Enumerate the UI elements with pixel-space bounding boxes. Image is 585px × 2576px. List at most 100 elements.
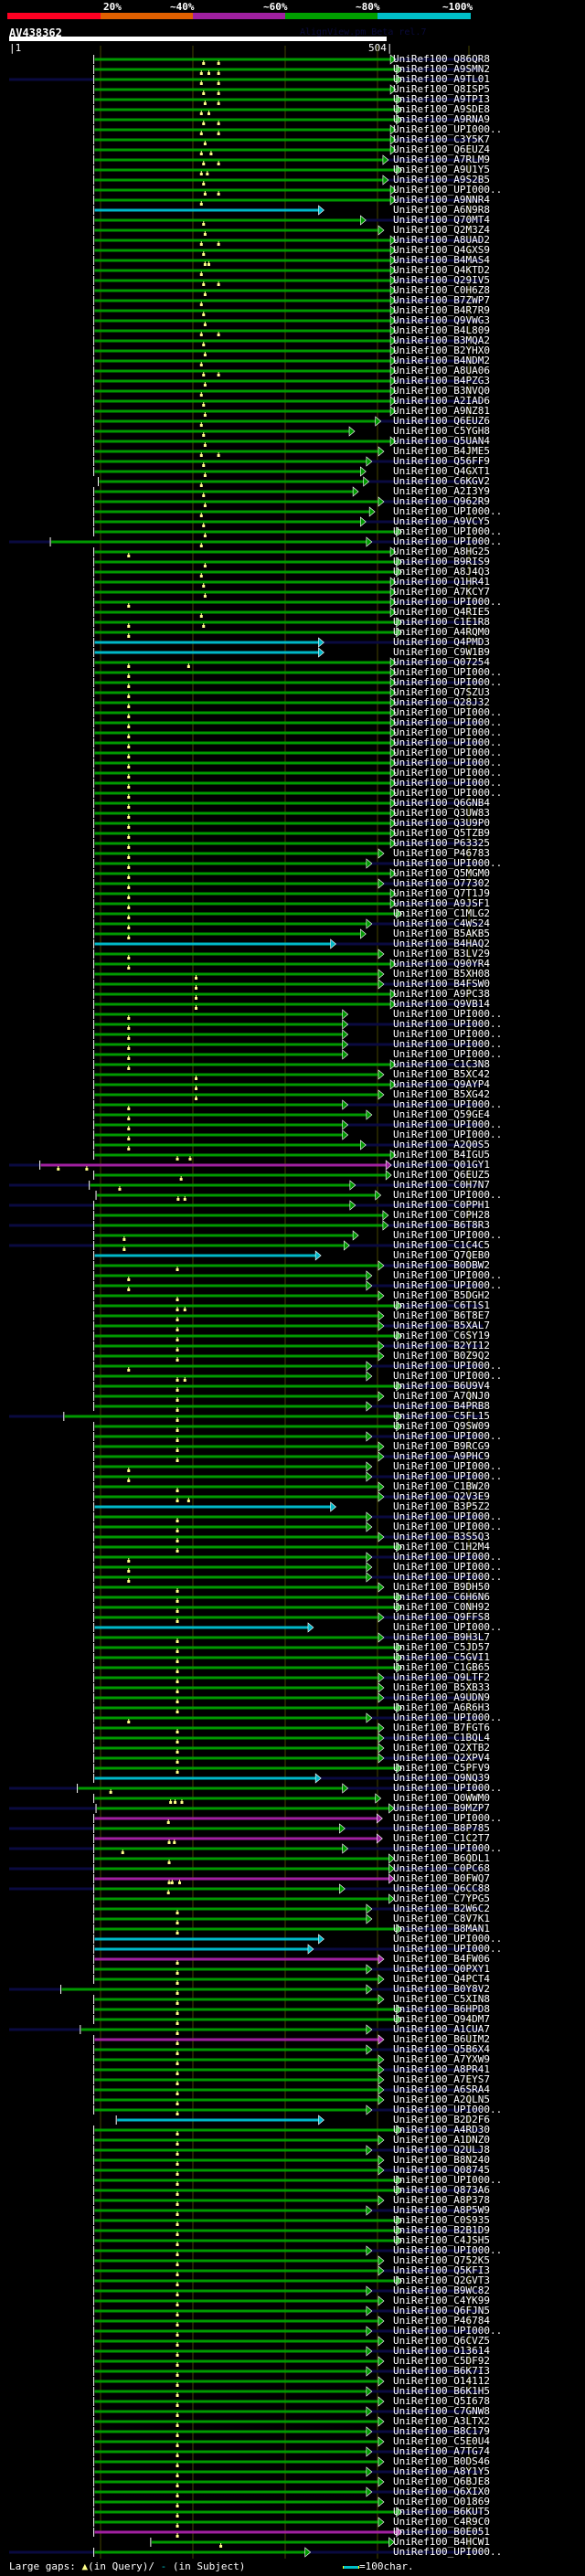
hit-label[interactable]: UniRef100_C5GVI1 <box>393 1651 490 1663</box>
hit-label[interactable]: UniRef100_Q9LTF2 <box>393 1671 490 1683</box>
hit-label[interactable]: UniRef100_Q6GNB4 <box>393 797 490 809</box>
hit-label[interactable]: UniRef100_UPI000.. <box>393 1561 503 1573</box>
hit-label[interactable]: UniRef100_C6SY19 <box>393 1330 490 1341</box>
hit-label[interactable]: UniRef100_C1C2T7 <box>393 1832 490 1844</box>
hit-label[interactable]: UniRef100_B6QDL1 <box>393 1852 490 1864</box>
hit-label[interactable]: UniRef100_B8N240 <box>393 2154 490 2166</box>
hit-label[interactable]: UniRef100_UPI000.. <box>393 1269 503 1281</box>
hit-label[interactable]: UniRef100_UPI000.. <box>393 747 503 758</box>
hit-label[interactable]: UniRef100_Q4GXS9 <box>393 244 490 256</box>
hit-label[interactable]: UniRef100_B6K1H5 <box>393 2385 490 2397</box>
hit-label[interactable]: UniRef100_B6T8E7 <box>393 1309 490 1321</box>
hit-label[interactable]: UniRef100_Q6EUZ6 <box>393 415 490 427</box>
hit-label[interactable]: UniRef100_Q3U9P0 <box>393 817 490 829</box>
hit-label[interactable]: UniRef100_C8V7K1 <box>393 1913 490 1924</box>
hit-label[interactable]: UniRef100_B2B1D9 <box>393 2224 490 2236</box>
hit-label[interactable]: UniRef100_UPI000.. <box>393 535 503 547</box>
hit-label[interactable]: UniRef100_Q2XTB2 <box>393 1742 490 1754</box>
hit-label[interactable]: UniRef100_B4JME5 <box>393 445 490 457</box>
hit-label[interactable]: UniRef100_UPI000.. <box>393 2244 503 2256</box>
hit-label[interactable]: UniRef100_A8UA06 <box>393 365 490 376</box>
hit-label[interactable]: UniRef100_B9H3L7 <box>393 1631 490 1643</box>
hit-label[interactable]: UniRef100_A9UDN9 <box>393 1691 490 1703</box>
hit-label[interactable]: UniRef100_A6N9R8 <box>393 204 490 216</box>
hit-label[interactable]: UniRef100_UPI000.. <box>393 1229 503 1241</box>
hit-label[interactable]: UniRef100_Q7T1J9 <box>393 887 490 899</box>
hit-label[interactable]: UniRef100_Q2XPV4 <box>393 1752 490 1764</box>
hit-label[interactable]: UniRef100_UPI000.. <box>393 706 503 718</box>
hit-label[interactable]: UniRef100_B3NVQ0 <box>393 385 490 397</box>
hit-label[interactable]: UniRef100_B0DS46 <box>393 2455 490 2467</box>
hit-label[interactable]: UniRef100_UPI000.. <box>393 1018 503 1030</box>
hit-label[interactable]: UniRef100_B0FWQ7 <box>393 1872 490 1884</box>
hit-label[interactable]: UniRef100_Q5B6X4 <box>393 2043 490 2055</box>
hit-label[interactable]: UniRef100_Q90YR4 <box>393 958 490 970</box>
hit-label[interactable]: UniRef100_A4RQM0 <box>393 626 490 638</box>
hit-label[interactable]: UniRef100_C1BQL4 <box>393 1732 490 1744</box>
hit-label[interactable]: UniRef100_A9NNR4 <box>393 194 490 206</box>
hit-label[interactable]: UniRef100_C1E1R8 <box>393 616 490 628</box>
hit-label[interactable]: UniRef100_UPI000.. <box>393 2546 503 2558</box>
hit-label[interactable]: UniRef100_C1C4C5 <box>393 1239 490 1251</box>
hit-label[interactable]: UniRef100_Q5MGM0 <box>393 867 490 879</box>
hit-label[interactable]: UniRef100_C0NH92 <box>393 1601 490 1613</box>
hit-label[interactable]: UniRef100_B0DBW2 <box>393 1259 490 1271</box>
hit-label[interactable]: UniRef100_Q9NQ39 <box>393 1772 490 1784</box>
hit-label[interactable]: UniRef100_A8P5W9 <box>393 2204 490 2216</box>
hit-label[interactable]: UniRef100_C4R9C0 <box>393 2516 490 2528</box>
hit-label[interactable]: UniRef100_A7KCY7 <box>393 586 490 598</box>
hit-label[interactable]: UniRef100_UPI000.. <box>393 857 503 869</box>
hit-label[interactable]: UniRef100_UPI000.. <box>393 2104 503 2115</box>
hit-label[interactable]: UniRef100_C0H6Z8 <box>393 284 490 296</box>
hit-label[interactable]: UniRef100_A9PC38 <box>393 988 490 1000</box>
hit-label[interactable]: UniRef100_B5XG42 <box>393 1088 490 1100</box>
hit-label[interactable]: UniRef100_B2YI12 <box>393 1340 490 1352</box>
hit-label[interactable]: UniRef100_B6U9V4 <box>393 1380 490 1392</box>
hit-label[interactable]: UniRef100_UPI000.. <box>393 1712 503 1723</box>
hit-label[interactable]: UniRef100_B9RIS9 <box>393 556 490 567</box>
hit-label[interactable]: UniRef100_Q07254 <box>393 656 490 668</box>
hit-label[interactable]: UniRef100_Q1HR41 <box>393 576 490 588</box>
hit-label[interactable]: UniRef100_B8C179 <box>393 2425 490 2437</box>
hit-label[interactable]: UniRef100_B2D2F6 <box>393 2114 490 2125</box>
hit-label[interactable]: UniRef100_C5JD57 <box>393 1641 490 1653</box>
hit-label[interactable]: UniRef100_UPI000.. <box>393 726 503 738</box>
hit-label[interactable]: UniRef100_P46784 <box>393 2315 490 2327</box>
hit-label[interactable]: UniRef100_C5E0U4 <box>393 2435 490 2447</box>
hit-label[interactable]: UniRef100_A8PR41 <box>393 2063 490 2075</box>
hit-label[interactable]: UniRef100_UPI000.. <box>393 525 503 537</box>
hit-label[interactable]: UniRef100_Q6CC88 <box>393 1882 490 1894</box>
hit-label[interactable]: UniRef100_Q6EUZ5 <box>393 1169 490 1181</box>
hit-label[interactable]: UniRef100_UPI000.. <box>393 716 503 728</box>
hit-label[interactable]: UniRef100_UPI000.. <box>393 1118 503 1130</box>
hit-label[interactable]: UniRef100_B3P5Z2 <box>393 1500 490 1512</box>
hit-label[interactable]: UniRef100_UPI000.. <box>393 1551 503 1563</box>
hit-label[interactable]: UniRef100_C6KGV2 <box>393 475 490 487</box>
hit-label[interactable]: UniRef100_B4R7R9 <box>393 304 490 316</box>
hit-label[interactable]: UniRef100_A9RNA9 <box>393 113 490 125</box>
hit-label[interactable]: UniRef100_B2YHX0 <box>393 345 490 356</box>
hit-label[interactable]: UniRef100_UPI000.. <box>393 757 503 769</box>
hit-label[interactable]: UniRef100_O14112 <box>393 2375 490 2387</box>
hit-label[interactable]: UniRef100_C1C3N8 <box>393 1058 490 1070</box>
hit-label[interactable]: UniRef100_C0PH28 <box>393 1209 490 1221</box>
hit-label[interactable]: UniRef100_UPI000.. <box>393 1008 503 1020</box>
hit-label[interactable]: UniRef100_B3MQA2 <box>393 334 490 346</box>
hit-label[interactable]: UniRef100_A8HG25 <box>393 546 490 557</box>
hit-label[interactable]: UniRef100_Q962R9 <box>393 495 490 507</box>
hit-label[interactable]: UniRef100_A2I3Y9 <box>393 485 490 497</box>
hit-label[interactable]: UniRef100_B0Z9Q2 <box>393 1350 490 1362</box>
hit-label[interactable]: UniRef100_C6H6N6 <box>393 1591 490 1603</box>
hit-label[interactable]: UniRef100_Q0PXY1 <box>393 1963 490 1975</box>
hit-label[interactable]: UniRef100_B0Y8V2 <box>393 1983 490 1995</box>
hit-label[interactable]: UniRef100_UPI000.. <box>393 184 503 196</box>
hit-label[interactable]: UniRef100_A9TPI3 <box>393 93 490 105</box>
hit-label[interactable]: UniRef100_A9SMN2 <box>393 63 490 75</box>
hit-label[interactable]: UniRef100_B8MAN1 <box>393 1923 490 1935</box>
hit-label[interactable]: UniRef100_UPI000.. <box>393 505 503 517</box>
hit-label[interactable]: UniRef100_Q2V3E9 <box>393 1490 490 1502</box>
hit-label[interactable]: UniRef100_A9SDE8 <box>393 103 490 115</box>
hit-label[interactable]: UniRef100_A6SRA4 <box>393 2083 490 2095</box>
hit-label[interactable]: UniRef100_Q5I678 <box>393 2395 490 2407</box>
hit-label[interactable]: UniRef100_Q29IV5 <box>393 274 490 286</box>
